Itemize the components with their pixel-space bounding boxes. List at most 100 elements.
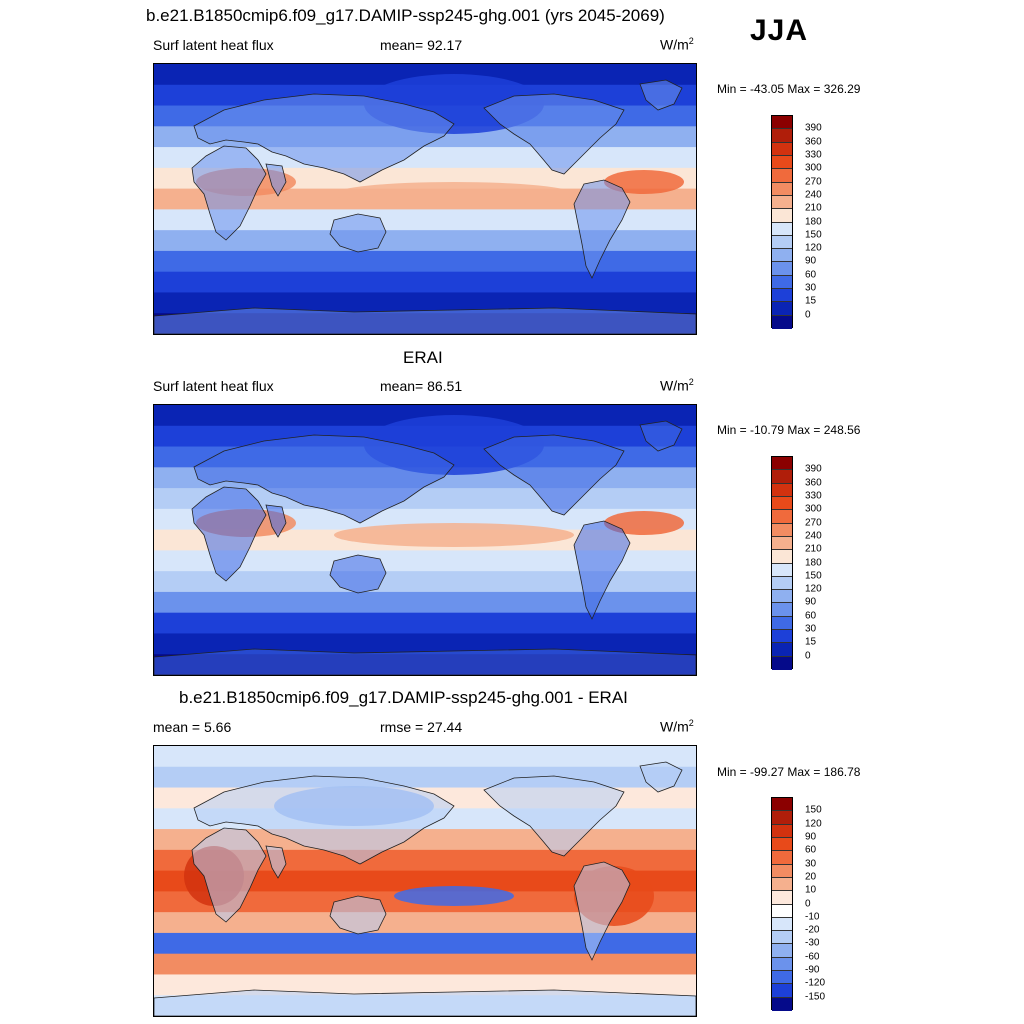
colorbar-tick-label: 0 [805,650,811,662]
colorbar-segment [772,116,792,130]
colorbar-segment [772,851,792,865]
continent-greenland [639,761,683,793]
map-field-patch [394,886,514,906]
colorbar-segment [772,824,792,838]
colorbar-segment [772,603,792,617]
colorbar-tick-label: 300 [805,503,822,515]
panel-1-units: W/m2 [660,36,694,53]
colorbar-tick-label: 330 [805,490,822,502]
colorbar-tick-label: 390 [805,122,822,134]
panel-3-title: b.e21.B1850cmip6.f09_g17.DAMIP-ssp245-gh… [179,688,628,707]
season-label: JJA [750,14,809,47]
colorbar-segment [772,957,792,972]
continent-antarctica [154,989,696,1016]
colorbar-tick-label: 15 [805,295,817,307]
map-band [154,250,696,273]
panel-1-title: b.e21.B1850cmip6.f09_g17.DAMIP-ssp245-gh… [146,6,665,25]
colorbar-box [771,797,793,1011]
colorbar-segment [772,222,792,236]
colorbar-segment [772,656,792,670]
map-band [154,550,696,572]
colorbar-segment [772,891,792,905]
colorbar-tick-label: 30 [805,623,817,635]
colorbar-segment [772,169,792,183]
colorbar-segment [772,302,792,316]
continent-india [265,845,287,879]
colorbar-segment [772,129,792,143]
map-band [154,209,696,231]
panel-2-units: W/m2 [660,377,694,394]
colorbar-tick-label: -150 [805,991,826,1003]
colorbar-segment [772,483,792,497]
colorbar-segment [772,550,792,564]
colorbar-segment [772,931,792,945]
colorbar-segment [772,209,792,223]
colorbar-segment [772,523,792,537]
colorbar-tick-label: 120 [805,583,822,595]
colorbar-segment [772,590,792,604]
colorbar-tick-label: 10 [805,884,817,896]
panel-2-title: ERAI [403,348,443,367]
continent-india [265,163,287,197]
colorbar-tick-label: 360 [805,477,822,489]
colorbar-segment [772,630,792,644]
colorbar-tick-label: -120 [805,977,826,989]
continent-eurasia [193,775,455,865]
colorbar-tick-label: -90 [805,964,820,976]
continent-south-america [573,179,631,279]
colorbar-segment [772,944,792,958]
continent-australia [329,895,387,935]
colorbar-segment [772,798,792,812]
map-band [154,912,696,934]
continent-greenland [639,79,683,111]
colorbar-box [771,456,793,670]
colorbar-segment [772,470,792,484]
map-band [154,405,696,427]
colorbar-tick-label: 90 [805,831,817,843]
colorbar-tick-label: 60 [805,269,817,281]
colorbar-tick-label: 90 [805,255,817,267]
map-band [154,932,696,955]
colorbar-segment [772,262,792,276]
colorbar-tick-label: 210 [805,543,822,555]
colorbar-tick-label: 150 [805,229,822,241]
map-field-patch [604,170,684,194]
panel-3-map [153,745,697,1017]
map-band [154,230,696,252]
map-field-patch [334,182,574,206]
colorbar-segment [772,971,792,985]
colorbar-segment [772,576,792,591]
map-band [154,571,696,593]
colorbar-tick-label: 240 [805,530,822,542]
map-band [154,766,696,789]
colorbar-segment [772,155,792,170]
map-band [154,953,696,976]
colorbar-tick-label: 0 [805,309,811,321]
map-band [154,746,696,768]
panel-2-colorbar: 390 360 330 300 270 240 210 180 150 120 90 60 30 15 0 [771,456,851,671]
continent-north-america [483,434,625,516]
panel-1-map-canvas [154,64,696,334]
colorbar-tick-label: 270 [805,176,822,188]
panel-2-variable-label: Surf latent heat flux [153,378,274,394]
map-field-patch [604,511,684,535]
continent-antarctica [154,307,696,334]
continent-australia [329,554,387,594]
colorbar-segment [772,182,792,196]
colorbar-segment [772,235,792,250]
colorbar-tick-label: 210 [805,202,822,214]
continent-africa [191,145,267,241]
map-band [154,64,696,86]
colorbar-tick-label: 120 [805,242,822,254]
colorbar-tick-label: 90 [805,596,817,608]
colorbar-segment [772,877,792,892]
panel-2-mean-label: mean= 86.51 [380,378,463,394]
panel-1-mean-label: mean= 92.17 [380,37,463,53]
colorbar-tick-label: 180 [805,216,822,227]
colorbar-segment [772,837,792,852]
colorbar-segment [772,864,792,878]
colorbar-segment [772,142,792,156]
colorbar-segment [772,496,792,511]
continent-eurasia [193,93,455,183]
continent-north-america [483,775,625,857]
